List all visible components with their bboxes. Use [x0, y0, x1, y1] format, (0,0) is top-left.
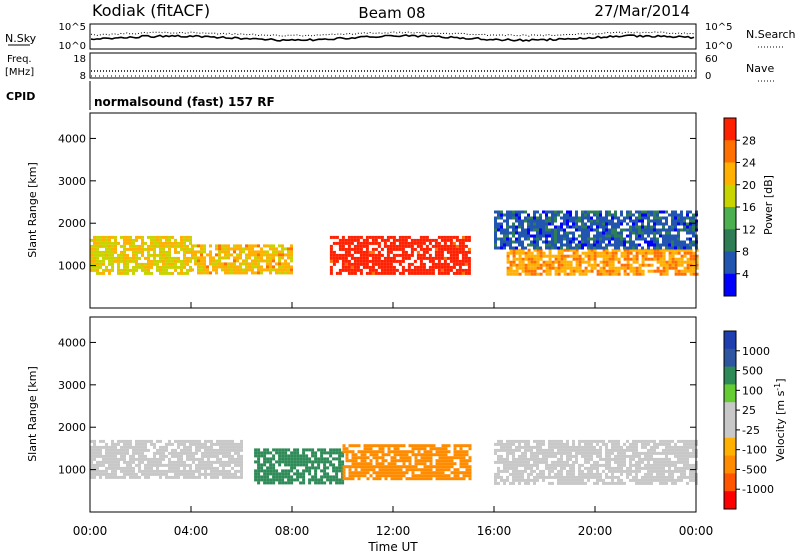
velocity-ytick-label: 3000: [58, 379, 86, 392]
nsearch-tick-top: 10^5: [705, 22, 732, 33]
velocity-colorbar-cell: [724, 491, 736, 510]
cpid-text: normalsound (fast) 157 RF: [94, 95, 275, 109]
power-ytick-label: 1000: [58, 260, 86, 273]
power-colorbar-tick: 28: [742, 134, 756, 147]
nsearch-label: N.Search: [746, 28, 796, 41]
nsky-tick-top: 10^5: [59, 22, 86, 33]
velocity-colorbar-cell: [724, 331, 736, 350]
velocity-colorbar-label: Velocity [m s-1]: [773, 378, 787, 461]
nsky-label: N.Sky: [5, 32, 37, 45]
velocity-colorbar: 1000 500 100 25 -25 -100 -500 -1000 Velocity [m…: [723, 330, 787, 510]
station-title: Kodiak (fitACF): [92, 1, 210, 20]
velocity-colorbar-cell: [724, 402, 736, 421]
velocity-colorbar-tick: 500: [742, 365, 763, 378]
x-tick-label: 16:00: [477, 524, 512, 538]
velocity-colorbar-tick: -500: [742, 463, 767, 476]
power-ylabel: Slant Range [km]: [26, 162, 39, 258]
velocity-colorbar-tick: 100: [742, 384, 763, 397]
cpid-panel: CPID normalsound (fast) 157 RF: [6, 81, 275, 110]
power-region-end: [467, 271, 471, 275]
noise-search-trace: [90, 31, 695, 37]
power-region-end: [695, 272, 699, 276]
power-colorbar-cell: [724, 273, 736, 297]
nsearch-tick-bottom: 10^0: [705, 41, 732, 52]
x-tick-label: 20:00: [578, 524, 613, 538]
power-colorbar-tick: 16: [742, 201, 756, 214]
velocity-colorbar-cell: [724, 437, 736, 457]
velocity-ylabel: Slant Range [km]: [26, 366, 39, 462]
x-axis: 00:00 04:00 08:00 12:00 16:00 20:00 00:00: [73, 302, 714, 538]
velocity-colorbar-tick: -1000: [742, 483, 774, 496]
freq-tick-top: 18: [73, 54, 86, 65]
freq-panel: Freq. [MHz] 18 8 60 0 Nave: [5, 52, 774, 82]
power-colorbar-cell: [724, 207, 736, 230]
cpid-label: CPID: [6, 90, 35, 103]
power-colorbar-cell: [724, 140, 736, 163]
freq-label-2: [MHz]: [5, 67, 34, 78]
power-ytick-label: 3000: [58, 175, 86, 188]
velocity-colorbar-cell: [724, 384, 736, 403]
nave-label: Nave: [746, 62, 774, 75]
noise-panel: N.Sky 10^5 10^0 10^5 10^0 N.Search: [5, 22, 796, 52]
velocity-region-end: [240, 475, 243, 479]
power-colorbar-cell: [724, 184, 736, 208]
power-marks: [90, 210, 699, 276]
velocity-colorbar-cell: [724, 366, 736, 385]
freq-label-1: Freq.: [7, 54, 32, 65]
power-colorbar-tick: 24: [742, 157, 756, 170]
x-tick-label: 04:00: [174, 524, 209, 538]
freq-tick-bottom: 8: [80, 71, 86, 82]
power-colorbar-cell: [724, 229, 736, 252]
power-region-end: [189, 268, 192, 272]
power-ytick-label: 2000: [58, 217, 86, 230]
power-region-end: [290, 271, 293, 275]
nave-tick-bottom: 0: [705, 71, 711, 82]
power-colorbar-tick: 8: [742, 246, 749, 259]
velocity-colorbar-cell: [724, 348, 736, 368]
velocity-region-end: [468, 477, 472, 481]
nsky-tick-bottom: 10^0: [59, 41, 86, 52]
power-colorbar: 28 24 20 16 12 8 4 Power [dB]: [723, 117, 775, 297]
x-tick-label: 12:00: [376, 524, 411, 538]
nave-tick-top: 60: [705, 54, 718, 65]
power-panel: 1000 2000 3000 4000 Slant Range [km]: [26, 112, 699, 309]
velocity-marks: [90, 439, 698, 485]
velocity-ytick-label: 2000: [58, 421, 86, 434]
x-tick-label: 08:00: [275, 524, 310, 538]
noise-sky-trace: [90, 34, 695, 42]
power-colorbar-cell: [724, 118, 736, 141]
power-colorbar-tick: 20: [742, 179, 756, 192]
velocity-colorbar-tick: 1000: [742, 345, 770, 358]
velocity-panel: 1000 2000 3000 4000 Slant Range [km]: [26, 316, 698, 513]
power-colorbar-label: Power [dB]: [762, 175, 775, 235]
power-ytick-label: 4000: [58, 132, 86, 145]
beam-title: Beam 08: [358, 4, 425, 22]
power-colorbar-tick: 12: [742, 223, 756, 236]
velocity-colorbar-tick: 25: [742, 404, 756, 417]
power-colorbar-tick: 4: [742, 268, 749, 281]
x-tick-label: 00:00: [679, 524, 714, 538]
velocity-colorbar-tick: -100: [742, 444, 767, 457]
velocity-colorbar-tick: -25: [742, 424, 760, 437]
date-title: 27/Mar/2014: [594, 2, 690, 20]
power-colorbar-cell: [724, 162, 736, 186]
velocity-region-end: [341, 481, 345, 485]
x-tick-label: 00:00: [73, 524, 108, 538]
velocity-colorbar-cell: [724, 473, 736, 492]
power-colorbar-cell: [724, 251, 736, 275]
velocity-colorbar-cell: [724, 420, 736, 439]
velocity-ytick-label: 1000: [58, 464, 86, 477]
x-axis-label: Time UT: [367, 540, 418, 554]
velocity-ytick-label: 4000: [58, 336, 86, 349]
velocity-colorbar-cell: [724, 455, 736, 474]
